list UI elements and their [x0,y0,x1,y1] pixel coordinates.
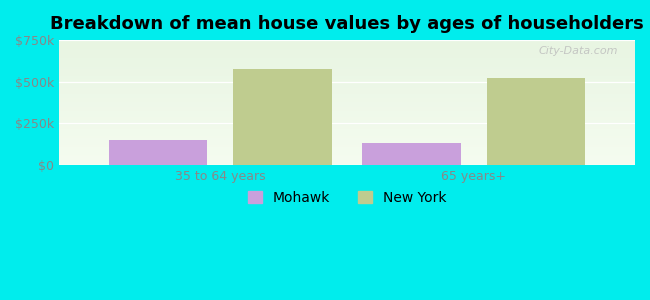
Bar [487,78,585,165]
Bar [362,143,461,165]
Title: Breakdown of mean house values by ages of householders: Breakdown of mean house values by ages o… [50,15,644,33]
Legend: Mohawk, New York: Mohawk, New York [242,185,452,210]
Bar [109,140,207,165]
Bar [233,69,332,165]
Text: City-Data.com: City-Data.com [538,46,617,56]
